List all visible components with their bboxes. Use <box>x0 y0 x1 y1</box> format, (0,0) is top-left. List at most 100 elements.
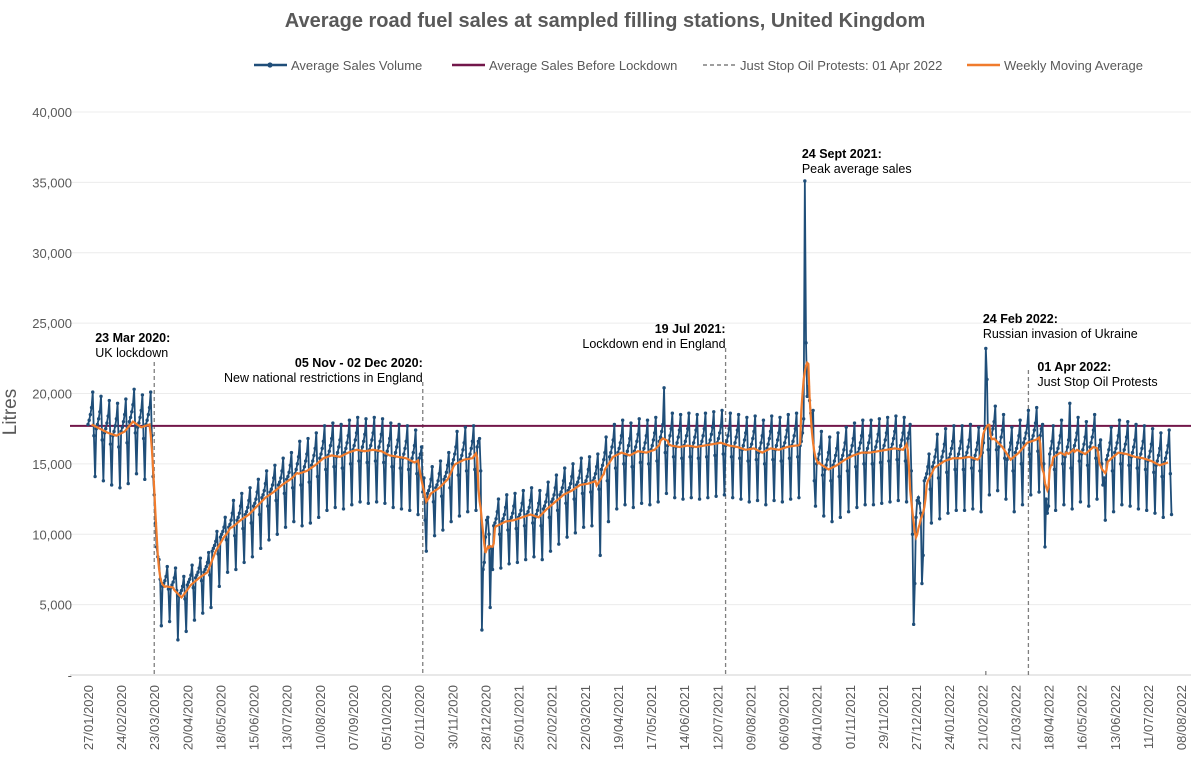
sales-point <box>1158 446 1162 451</box>
sales-point <box>708 438 712 442</box>
sales-point <box>623 502 627 507</box>
sales-point <box>1010 425 1014 429</box>
sales-point <box>887 459 891 463</box>
sales-point <box>430 464 434 469</box>
sales-point <box>373 459 378 463</box>
sales-point <box>514 526 518 531</box>
sales-point <box>1037 490 1041 494</box>
sales-point <box>812 479 817 483</box>
sales-point <box>229 518 233 522</box>
sales-point <box>596 452 600 456</box>
sales-point <box>244 510 249 514</box>
sales-point <box>673 495 677 500</box>
sales-point <box>610 445 614 449</box>
sales-point <box>893 429 897 434</box>
sales-point <box>382 460 386 465</box>
sales-point <box>1166 443 1170 448</box>
y-tick-label: 20,000 <box>32 387 72 402</box>
sales-point <box>568 481 573 486</box>
sales-point <box>774 443 779 448</box>
sales-point <box>505 493 509 497</box>
sales-point <box>1142 424 1147 428</box>
sales-point <box>940 455 944 459</box>
sales-point <box>733 441 737 445</box>
x-tick-label: 27/01/2020 <box>81 685 96 750</box>
sales-point <box>1128 504 1132 508</box>
x-tick-label: 06/09/2021 <box>777 685 792 750</box>
sales-point <box>548 549 553 553</box>
sales-point <box>1153 511 1157 515</box>
sales-point <box>272 476 276 480</box>
sales-point <box>1169 512 1174 517</box>
x-axis-ticks: 27/01/2020 24/02/2020 23/03/2020 20/04/2020… <box>81 685 1189 750</box>
sales-point <box>1057 441 1061 445</box>
sales-point <box>960 424 964 428</box>
series-layer <box>70 179 1191 642</box>
sales-point <box>1046 504 1051 508</box>
sales-point <box>826 450 831 455</box>
sales-point <box>1047 452 1052 456</box>
sales-point <box>749 442 754 446</box>
x-tick-label: 13/06/2022 <box>1108 685 1123 750</box>
sales-point <box>1059 418 1064 422</box>
sales-point <box>1052 467 1057 472</box>
sales-point <box>1065 445 1070 449</box>
sales-point <box>364 417 368 421</box>
sales-point <box>210 549 214 553</box>
sales-point <box>333 505 337 510</box>
sales-point <box>704 455 709 459</box>
sales-point <box>883 438 887 442</box>
sales-point <box>1104 457 1109 462</box>
sales-point <box>1120 502 1124 507</box>
sales-point <box>523 557 528 562</box>
sales-point <box>339 422 343 427</box>
sales-point <box>1085 463 1090 467</box>
sales-point <box>412 443 417 448</box>
sales-point <box>719 424 723 428</box>
sales-point <box>1088 445 1092 449</box>
sales-point <box>1102 476 1106 480</box>
sales-point <box>195 573 199 577</box>
sales-point <box>1092 412 1097 417</box>
sales-point <box>1155 459 1160 463</box>
x-tick-label: 15/06/2020 <box>247 685 262 750</box>
sales-point <box>1095 497 1099 501</box>
sales-point <box>1063 455 1067 459</box>
sales-point <box>1159 431 1163 435</box>
sales-point <box>411 450 415 455</box>
sales-point <box>418 452 423 456</box>
sales-point <box>180 584 185 589</box>
sales-point <box>655 459 659 463</box>
sales-point <box>457 514 462 518</box>
sales-point <box>861 418 865 422</box>
sales-point <box>332 464 336 469</box>
sales-point <box>406 467 411 472</box>
sales-point <box>1053 508 1058 513</box>
sales-point <box>1124 435 1129 439</box>
sales-point <box>739 497 743 501</box>
legend-item-moving-average: Weekly Moving Average <box>967 58 1143 73</box>
sales-point <box>837 474 841 479</box>
chart-title: Average road fuel sales at sampled filli… <box>285 10 926 32</box>
sales-point <box>635 439 639 444</box>
sales-point <box>461 448 465 452</box>
sales-point <box>410 456 414 460</box>
sales-point <box>403 446 407 451</box>
x-tick-label: 16/05/2022 <box>1075 685 1090 750</box>
sales-point <box>307 480 311 484</box>
sales-point <box>197 566 201 570</box>
sales-point <box>114 417 119 421</box>
sales-point <box>238 504 243 508</box>
sales-point <box>894 414 898 418</box>
sales-point <box>648 502 652 507</box>
sales-point <box>545 493 549 497</box>
sales-point <box>771 457 775 462</box>
sales-point <box>352 443 356 448</box>
sales-point <box>1134 422 1138 427</box>
sales-point <box>241 526 245 531</box>
sales-point <box>242 560 246 565</box>
sales-point <box>637 417 641 421</box>
sales-point <box>106 414 110 418</box>
legend-label-events: Just Stop Oil Protests: 01 Apr 2022 <box>740 58 942 73</box>
sales-point <box>360 445 365 449</box>
